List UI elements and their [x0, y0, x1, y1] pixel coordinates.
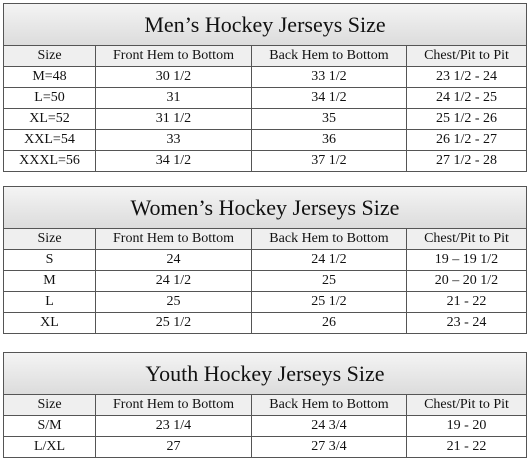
- table-cell: 21 - 22: [406, 291, 527, 313]
- table-cell: 25 1/2 - 26: [406, 108, 527, 130]
- table-cell: 31: [95, 87, 252, 109]
- column-header: Back Hem to Bottom: [251, 394, 407, 416]
- table-cell: 19 – 19 1/2: [406, 249, 527, 271]
- column-header: Size: [3, 45, 96, 67]
- table-cell: 24 1/2: [251, 249, 407, 271]
- table-cell: 25: [95, 291, 252, 313]
- table-cell: 20 – 20 1/2: [406, 270, 527, 292]
- table-cell: XXXL=56: [3, 150, 96, 172]
- table-cell: 21 - 22: [406, 436, 527, 458]
- table-cell: XXL=54: [3, 129, 96, 151]
- table-cell: 30 1/2: [95, 66, 252, 88]
- table-cell: L: [3, 291, 96, 313]
- table-cell: 24 3/4: [251, 415, 407, 437]
- table-title: Men’s Hockey Jerseys Size: [3, 3, 527, 46]
- table-cell: 23 - 24: [406, 312, 527, 334]
- table-cell: 23 1/4: [95, 415, 252, 437]
- column-header: Size: [3, 228, 96, 250]
- table-cell: 34 1/2: [95, 150, 252, 172]
- column-header: Front Hem to Bottom: [95, 45, 252, 67]
- table-cell: S/M: [3, 415, 96, 437]
- table-cell: 24 1/2 - 25: [406, 87, 527, 109]
- table-cell: 35: [251, 108, 407, 130]
- table-cell: L=50: [3, 87, 96, 109]
- table-cell: 27 3/4: [251, 436, 407, 458]
- table-cell: 34 1/2: [251, 87, 407, 109]
- table-cell: 25 1/2: [251, 291, 407, 313]
- table-cell: 27 1/2 - 28: [406, 150, 527, 172]
- table-cell: 24 1/2: [95, 270, 252, 292]
- column-header: Back Hem to Bottom: [251, 45, 407, 67]
- table-cell: 26: [251, 312, 407, 334]
- column-header: Chest/Pit to Pit: [406, 394, 527, 416]
- column-header: Size: [3, 394, 96, 416]
- table-title: Women’s Hockey Jerseys Size: [3, 186, 527, 229]
- table-title: Youth Hockey Jerseys Size: [3, 352, 527, 395]
- table-cell: 23 1/2 - 24: [406, 66, 527, 88]
- table-cell: 27: [95, 436, 252, 458]
- table-cell: 26 1/2 - 27: [406, 129, 527, 151]
- table-cell: 24: [95, 249, 252, 271]
- table-cell: 19 - 20: [406, 415, 527, 437]
- column-header: Back Hem to Bottom: [251, 228, 407, 250]
- table-cell: M: [3, 270, 96, 292]
- table-cell: XL: [3, 312, 96, 334]
- table-cell: 37 1/2: [251, 150, 407, 172]
- table-cell: 33 1/2: [251, 66, 407, 88]
- table-cell: 25 1/2: [95, 312, 252, 334]
- table-cell: 25: [251, 270, 407, 292]
- table-cell: XL=52: [3, 108, 96, 130]
- table-cell: 36: [251, 129, 407, 151]
- table-cell: 31 1/2: [95, 108, 252, 130]
- column-header: Front Hem to Bottom: [95, 228, 252, 250]
- column-header: Chest/Pit to Pit: [406, 45, 527, 67]
- table-cell: M=48: [3, 66, 96, 88]
- table-cell: 33: [95, 129, 252, 151]
- column-header: Front Hem to Bottom: [95, 394, 252, 416]
- table-cell: L/XL: [3, 436, 96, 458]
- table-cell: S: [3, 249, 96, 271]
- column-header: Chest/Pit to Pit: [406, 228, 527, 250]
